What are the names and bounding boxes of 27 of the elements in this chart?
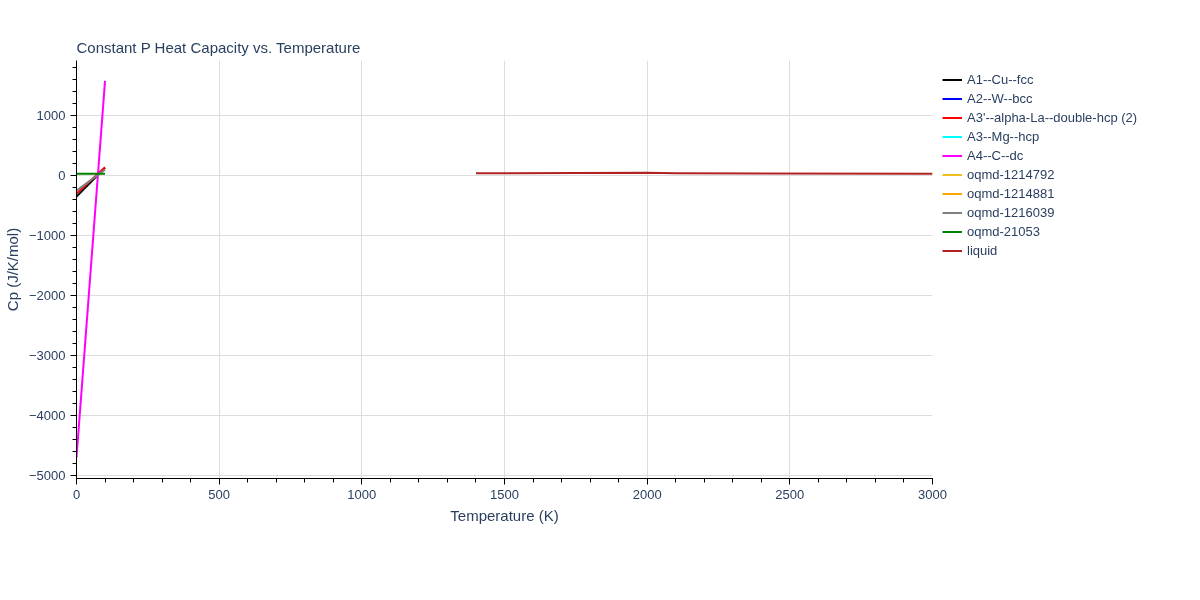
y-tick-label: −5000: [28, 468, 66, 483]
x-axis-title: Temperature (K): [450, 506, 559, 524]
legend-label: A1--Cu--fcc: [967, 71, 1034, 89]
x-tick-label: 0: [72, 486, 81, 502]
x-tick-label: 1000: [347, 486, 377, 502]
legend-label: A3--Mg--hcp: [967, 128, 1040, 146]
y-tick-label: 0: [58, 168, 66, 184]
x-tick-label: 2000: [632, 486, 662, 502]
legend-label: oqmd-1214881: [967, 185, 1055, 203]
y-tick-label: −2000: [28, 288, 66, 304]
legend-label: A2--W--bcc: [967, 90, 1033, 108]
y-tick-label: −4000: [28, 408, 66, 424]
x-tick-label: 500: [208, 486, 231, 502]
x-tick-label: 3000: [918, 486, 947, 502]
legend-label: A3'--alpha-La--double-hcp (2): [967, 109, 1138, 127]
legend-label: oqmd-1214792: [967, 166, 1055, 184]
legend-label: liquid: [967, 242, 998, 260]
legend-label: oqmd-21053: [967, 223, 1040, 241]
y-tick-label: 1000: [36, 108, 66, 124]
chart-title: Constant P Heat Capacity vs. Temperature: [76, 38, 361, 56]
legend-label: oqmd-1216039: [967, 204, 1055, 222]
x-tick-label: 2500: [775, 486, 805, 502]
y-tick-label: −1000: [28, 228, 66, 244]
y-tick-label: −3000: [28, 348, 66, 364]
y-axis-title: Cp (J/K/mol): [3, 227, 21, 312]
x-tick-label: 1500: [490, 486, 519, 502]
legend-label: A4--C--dc: [967, 147, 1024, 165]
